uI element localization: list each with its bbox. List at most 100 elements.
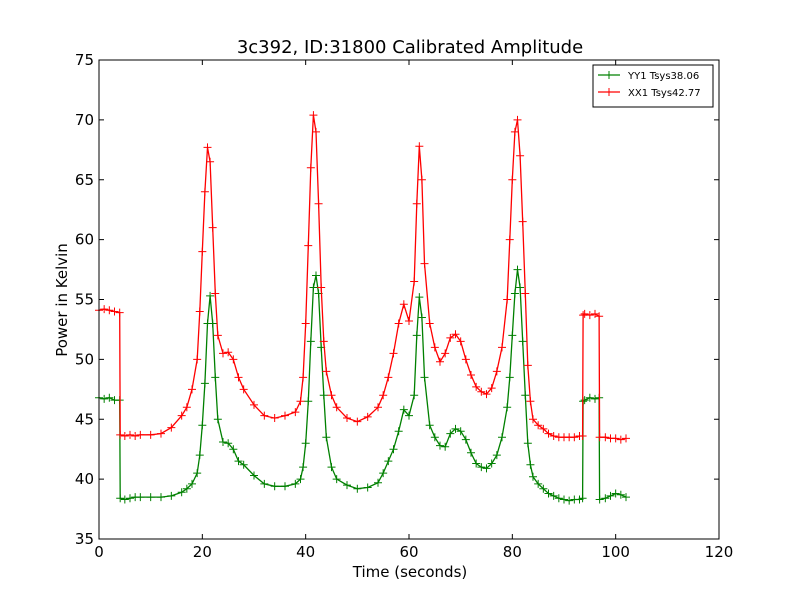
data-point — [304, 397, 313, 406]
data-point — [516, 151, 525, 160]
data-point — [379, 469, 388, 478]
data-point — [116, 494, 125, 503]
data-point — [343, 481, 351, 490]
data-point — [436, 441, 444, 450]
data-point — [353, 417, 362, 426]
data-point — [560, 495, 568, 504]
data-point — [498, 433, 506, 442]
data-point — [526, 460, 535, 469]
data-point — [513, 265, 522, 274]
data-point — [260, 479, 269, 488]
data-point — [126, 430, 134, 439]
data-point — [578, 494, 587, 503]
data-point — [229, 445, 238, 454]
data-point — [332, 475, 341, 484]
data-point — [319, 391, 328, 400]
data-point — [521, 289, 530, 298]
data-point — [146, 430, 155, 439]
data-point — [487, 459, 496, 468]
data-point — [332, 403, 341, 412]
data-point — [410, 277, 419, 286]
data-point — [213, 415, 222, 424]
data-point — [312, 271, 320, 280]
data-point — [322, 367, 331, 376]
data-point — [544, 489, 553, 498]
data-point — [188, 479, 196, 488]
y-axis-label: Power in Kelvin — [53, 243, 71, 357]
data-point — [200, 187, 209, 196]
data-point — [116, 430, 125, 439]
y-tick-label: 55 — [75, 291, 94, 309]
data-point — [177, 411, 186, 420]
data-point — [206, 157, 215, 166]
data-point — [195, 307, 204, 316]
data-point — [167, 491, 176, 500]
data-point — [510, 127, 519, 136]
x-tick-label: 40 — [296, 543, 315, 561]
data-point — [296, 397, 305, 406]
data-point — [211, 373, 220, 382]
data-point — [322, 433, 331, 442]
data-point — [554, 494, 563, 503]
data-point — [291, 408, 300, 417]
data-point — [415, 293, 424, 302]
x-tick-label: 60 — [399, 543, 418, 561]
data-point — [467, 370, 475, 379]
data-point — [539, 424, 548, 433]
data-point — [105, 393, 114, 402]
data-point — [417, 313, 426, 322]
data-point — [319, 337, 328, 346]
data-point — [417, 175, 426, 184]
data-point — [549, 432, 558, 441]
data-point — [461, 355, 470, 364]
data-point — [193, 355, 202, 364]
data-point — [281, 411, 289, 420]
data-point — [513, 115, 522, 124]
data-point — [239, 385, 248, 394]
data-point — [441, 442, 450, 451]
data-point — [456, 337, 465, 346]
data-point — [314, 199, 323, 208]
data-point — [389, 445, 398, 454]
plot-area: 0 20 40 60 80 100 120 35 40 45 50 55 60 65 70 75 — [75, 51, 733, 561]
legend-marker — [605, 88, 613, 96]
data-point — [208, 319, 217, 328]
data-point — [611, 434, 620, 443]
data-point — [503, 403, 512, 412]
data-point — [544, 429, 553, 438]
data-point — [327, 391, 336, 400]
data-point — [591, 309, 599, 318]
data-point — [363, 412, 372, 421]
data-point — [601, 494, 610, 503]
data-point — [177, 488, 186, 497]
data-point — [405, 411, 413, 420]
data-point — [578, 432, 587, 441]
data-point — [157, 493, 165, 502]
data-point — [446, 333, 455, 342]
data-point — [616, 490, 625, 499]
data-point — [526, 397, 535, 406]
data-point — [601, 433, 610, 442]
data-point — [206, 291, 215, 300]
y-tick-label: 70 — [75, 111, 94, 129]
data-point — [425, 319, 434, 328]
data-point — [505, 373, 514, 382]
data-point — [182, 403, 191, 412]
data-point — [523, 361, 532, 370]
data-point — [384, 373, 393, 382]
data-point — [182, 484, 191, 493]
data-point — [441, 349, 450, 358]
data-point — [299, 373, 308, 382]
data-point — [304, 241, 313, 250]
data-point — [384, 457, 393, 466]
data-point — [456, 427, 465, 436]
data-point — [301, 319, 310, 328]
data-point — [317, 283, 326, 292]
legend-marker — [605, 71, 613, 79]
y-tick-label: 75 — [75, 51, 94, 69]
data-point — [492, 367, 501, 376]
data-point — [518, 337, 527, 346]
data-point — [301, 439, 310, 448]
data-point — [281, 482, 289, 491]
